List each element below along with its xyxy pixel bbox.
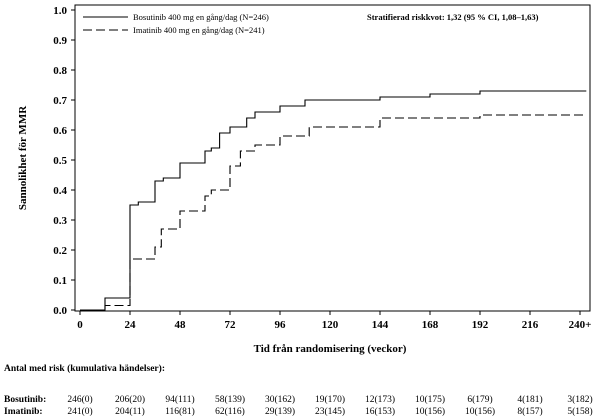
x-tick-label: 192 — [472, 319, 489, 331]
risk-cell: 4(181) — [517, 394, 542, 405]
y-tick-label: 0.0 — [53, 305, 67, 317]
legend-label-imatinib: Imatinib 400 mg en gång/dag (N=241) — [133, 25, 265, 35]
x-tick-label: 24 — [125, 319, 137, 331]
x-tick-label: 144 — [372, 319, 389, 331]
y-tick-label: 0.1 — [53, 275, 67, 287]
y-tick-label: 0.7 — [53, 95, 67, 107]
y-tick-label: 0.6 — [53, 125, 67, 137]
risk-cell: 204(11) — [115, 406, 145, 417]
y-tick-label: 1.0 — [53, 5, 67, 17]
risk-cell: 94(111) — [165, 394, 194, 405]
x-tick-label: 0 — [77, 319, 83, 331]
risk-cell: 12(173) — [365, 394, 395, 405]
legend-label-bosutinib: Bosutinib 400 mg en gång/dag (N=246) — [133, 12, 269, 22]
x-tick-label: 240+ — [569, 319, 592, 331]
x-tick-label: 72 — [225, 319, 237, 331]
x-axis-title: Tid från randomisering (veckor) — [254, 343, 407, 355]
risk-row-label-imatinib: Imatinib: — [4, 407, 43, 417]
risk-cell: 6(179) — [467, 394, 492, 405]
risk-cell: 10(156) — [415, 406, 445, 417]
y-tick-label: 0.9 — [53, 35, 67, 47]
risk-cell: 29(139) — [265, 406, 295, 417]
x-tick-label: 168 — [422, 319, 439, 331]
risk-cell: 62(116) — [215, 406, 245, 417]
axis-ticks: 0.0 0.1 0.2 0.3 0.4 0.5 0.6 0.7 0.8 0.9 1.0 0 24 48 72… — [53, 5, 591, 331]
risk-cell: 30(162) — [265, 394, 295, 405]
x-tick-label: 48 — [175, 319, 187, 331]
risk-table: 246(0) 206(20) 94(111) 58(139) 30(162) 19(170… — [67, 394, 592, 417]
x-tick-label: 96 — [275, 319, 287, 331]
x-tick-label: 120 — [322, 319, 339, 331]
risk-cell: 206(20) — [115, 394, 145, 405]
risk-cell: 16(153) — [365, 406, 395, 417]
risk-cell: 5(158) — [567, 406, 592, 417]
risk-cell: 10(175) — [415, 394, 445, 405]
y-axis-title: Sannolikhet för MMR — [17, 105, 29, 210]
y-tick-label: 0.3 — [53, 215, 67, 227]
risk-row-label-bosutinib: Bosutinib: — [4, 395, 46, 405]
risk-cell: 241(0) — [67, 406, 92, 417]
risk-cell: 246(0) — [67, 394, 92, 405]
risk-cell: 10(156) — [465, 406, 495, 417]
series-line-imatinib — [80, 114, 587, 311]
risk-cell: 8(157) — [517, 406, 542, 417]
x-tick-label: 216 — [522, 319, 539, 331]
risk-cell: 19(170) — [315, 394, 345, 405]
hazard-ratio-annotation: Stratifierad riskkvot: 1,32 (95 % CI, 1,… — [367, 12, 539, 22]
risk-cell: 23(145) — [315, 406, 345, 417]
plot-frame — [74, 4, 591, 312]
series-layer — [80, 90, 587, 311]
risk-cell: 116(81) — [165, 406, 195, 417]
risk-cell: 3(182) — [567, 394, 592, 405]
series-line-bosutinib — [80, 90, 587, 311]
y-tick-label: 0.8 — [53, 65, 67, 77]
risk-cell: 58(139) — [215, 394, 245, 405]
y-tick-label: 0.2 — [53, 245, 67, 257]
y-tick-label: 0.5 — [53, 155, 67, 167]
legend: Bosutinib 400 mg en gång/dag (N=246) Ima… — [83, 12, 269, 35]
risk-table-title: Antal med risk (kumulativa händelser): — [4, 363, 165, 374]
y-tick-label: 0.4 — [53, 185, 67, 197]
